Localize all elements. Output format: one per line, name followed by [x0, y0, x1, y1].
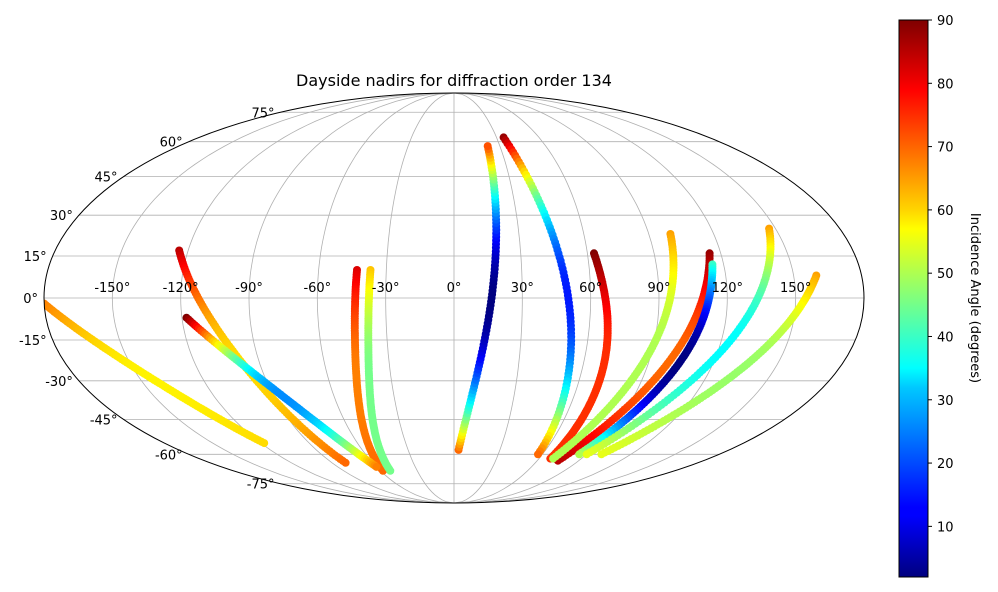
data-point — [341, 458, 350, 467]
data-point — [260, 439, 269, 448]
latitude-tick-label: 30° — [50, 209, 73, 224]
colorbar-tick-label: 10 — [937, 520, 954, 535]
longitude-tick-label: 60° — [579, 281, 602, 296]
orbit-track — [182, 313, 381, 471]
colorbar: 10 20 30 40 50 60 70 80 90 Incidence Angle (degr… — [898, 14, 982, 578]
map-area: -150° -120° -90° -60° -30° 0° 30° 60° 90° 120° 150… — [19, 92, 865, 504]
data-tracks — [44, 133, 821, 475]
longitude-tick-label: -60° — [303, 281, 331, 296]
map-boundary — [43, 92, 865, 504]
chart-title: Dayside nadirs for diffraction order 134 — [296, 71, 612, 90]
latitude-tick-label: 15° — [24, 250, 47, 265]
data-point — [575, 450, 584, 459]
latitude-tick-label: -30° — [45, 375, 73, 390]
colorbar-tick-label: 40 — [937, 330, 954, 345]
data-point — [534, 450, 542, 459]
colorbar-tick-label: 30 — [937, 394, 954, 409]
data-point — [386, 466, 395, 475]
longitude-tick-label: -150° — [94, 281, 130, 296]
data-point — [549, 454, 558, 463]
latitude-tick-label: -45° — [90, 413, 118, 428]
orbit-track — [549, 230, 678, 463]
colorbar-label: Incidence Angle (degrees) — [967, 213, 982, 383]
longitude-tick-label: 120° — [712, 281, 743, 296]
latitude-tick-label: -60° — [155, 448, 183, 463]
latitude-tick-label: -15° — [19, 334, 47, 349]
longitude-tick-label: 90° — [647, 281, 670, 296]
data-point — [597, 450, 606, 459]
colorbar-tick-label: 20 — [937, 457, 954, 472]
data-point — [483, 142, 492, 151]
longitude-tick-label: 30° — [511, 281, 534, 296]
latitude-tick-label: 45° — [95, 171, 118, 186]
orbit-track — [44, 299, 269, 448]
orbit-track — [553, 249, 714, 465]
colorbar-ticks: 10 20 30 40 50 60 70 80 90 — [928, 14, 954, 535]
longitude-tick-label: 0° — [447, 281, 462, 296]
orbit-track — [350, 266, 387, 475]
gridlines — [44, 93, 864, 503]
latitude-tick-label: 0° — [23, 292, 38, 307]
longitude-tick-labels: -150° -120° -90° -60° -30° 0° 30° 60° 90° 120° 150… — [94, 281, 811, 296]
orbit-track — [546, 249, 612, 463]
colorbar-gradient — [898, 19, 929, 578]
colorbar-tick-label: 60 — [937, 204, 954, 219]
data-point — [582, 450, 591, 459]
latitude-tick-labels: 75° 60° 45° 30° 15° 0° -15° -30° -45° -60° -75° — [19, 106, 275, 492]
latitude-tick-label: 75° — [251, 106, 274, 121]
longitude-tick-label: -30° — [372, 281, 400, 296]
orbit-track — [597, 271, 821, 459]
orbit-track — [454, 142, 501, 454]
latitude-tick-label: 60° — [160, 136, 183, 151]
orbit-track — [499, 133, 576, 459]
orbit-track — [364, 266, 395, 475]
latitude-tick-label: -75° — [247, 478, 275, 493]
longitude-tick-label: 150° — [780, 281, 811, 296]
data-point — [372, 462, 381, 471]
colorbar-tick-label: 90 — [937, 14, 954, 29]
longitude-tick-label: -90° — [235, 281, 263, 296]
orbit-track — [582, 224, 775, 459]
longitude-tick-label: -120° — [163, 281, 199, 296]
colorbar-tick-label: 80 — [937, 77, 954, 92]
colorbar-tick-label: 70 — [937, 141, 954, 156]
colorbar-tick-label: 50 — [937, 267, 954, 282]
